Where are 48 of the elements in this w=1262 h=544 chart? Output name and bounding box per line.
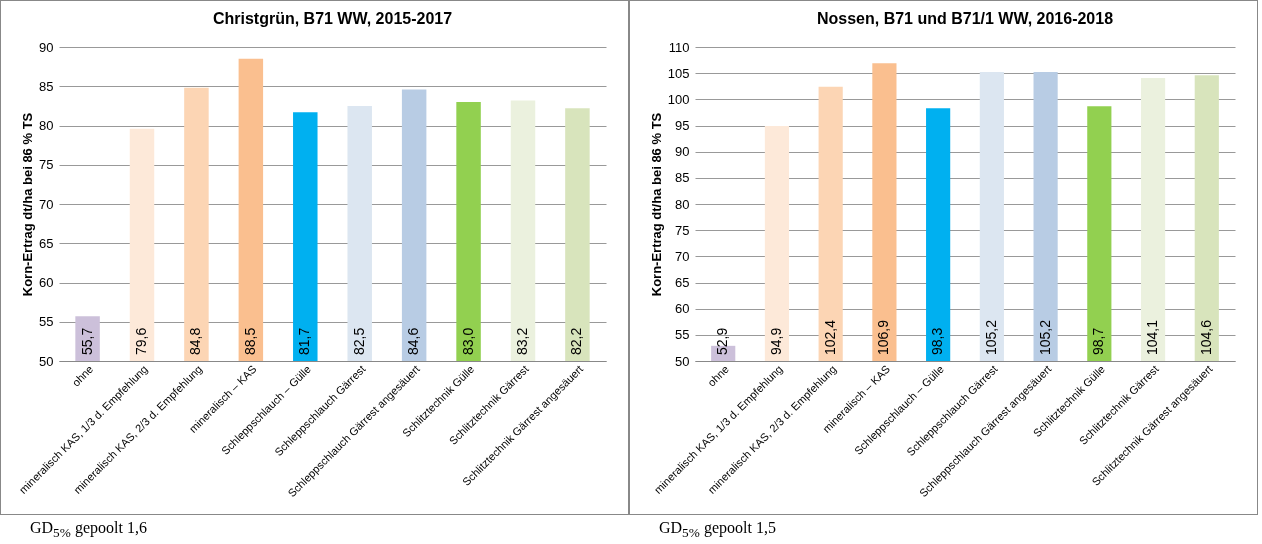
y-tick-label: 75 — [675, 222, 690, 238]
y-tick-label: 85 — [39, 78, 54, 94]
data-label: 105,2 — [982, 319, 999, 355]
y-tick-label: 85 — [675, 170, 690, 186]
y-tick-label: 90 — [39, 39, 54, 55]
y-tick-label: 80 — [675, 196, 690, 212]
y-tick-label: 75 — [39, 157, 54, 173]
y-tick-label: 110 — [668, 39, 690, 55]
y-tick-label: 50 — [675, 353, 690, 369]
data-label: 106,9 — [875, 319, 892, 355]
y-tick-label: 70 — [675, 248, 690, 264]
data-label: 84,6 — [405, 327, 422, 355]
data-label: 102,4 — [821, 319, 838, 355]
y-tick-label: 90 — [675, 144, 690, 160]
data-label: 81,7 — [296, 327, 313, 355]
data-label: 82,5 — [350, 327, 367, 355]
chart-title: Nossen, B71 und B71/1 WW, 2016-2018 — [816, 10, 1114, 27]
data-label: 94,9 — [767, 327, 784, 355]
y-tick-label: 95 — [675, 118, 690, 133]
data-label: 82,2 — [568, 327, 585, 355]
data-label: 83,2 — [514, 327, 530, 355]
data-label: 88,5 — [241, 327, 258, 355]
data-label: 52,9 — [714, 327, 731, 355]
data-label: 98,3 — [929, 327, 946, 355]
y-tick-label: 80 — [39, 118, 54, 133]
y-tick-label: 60 — [39, 275, 54, 290]
chart-title: Christgrün, B71 WW, 2015-2017 — [212, 10, 453, 27]
data-label: 104,6 — [1197, 319, 1214, 355]
text: GD$_{5%}$ gepoolt 1,6 — [29, 518, 148, 542]
y-tick-label: 55 — [39, 314, 54, 330]
y-tick-label: 65 — [39, 235, 54, 251]
y-tick-label: 100 — [667, 91, 690, 107]
y-axis-title: Korn-Ertrag dt/ha bei 86 % TS — [20, 112, 36, 297]
data-label: 104,1 — [1144, 319, 1161, 355]
y-tick-label: 70 — [39, 196, 54, 212]
y-tick-label: 55 — [675, 327, 690, 343]
y-tick-label: 105 — [667, 65, 690, 81]
data-label: 98,7 — [1090, 327, 1107, 355]
data-label: 79,6 — [133, 327, 149, 355]
data-label: 84,8 — [187, 327, 204, 355]
y-axis-title: Korn-Ertrag dt/ha bei 86 % TS — [648, 112, 664, 297]
y-tick-label: 65 — [675, 275, 690, 290]
text: GD$_{5%}$ gepoolt 1,5 — [658, 518, 777, 542]
data-label: 83,0 — [459, 327, 476, 355]
data-label: 105,2 — [1036, 319, 1053, 355]
y-tick-label: 50 — [39, 353, 54, 369]
data-label: 55,7 — [78, 327, 95, 355]
y-tick-label: 60 — [675, 301, 690, 317]
